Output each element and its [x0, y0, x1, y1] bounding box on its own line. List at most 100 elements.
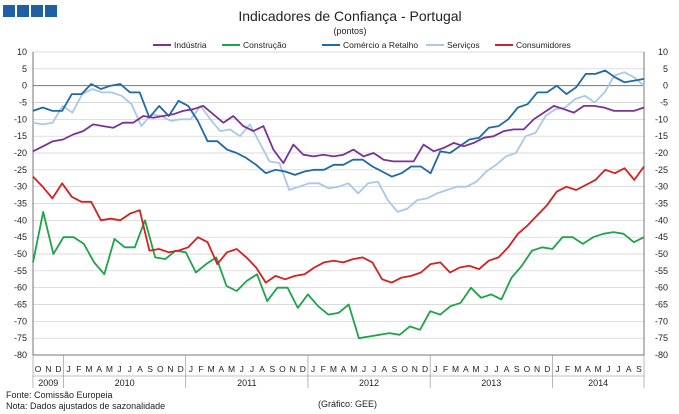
- legend-label-construcao: Construção: [243, 40, 287, 50]
- month-tick-label: S: [392, 364, 398, 374]
- y-tick-label-left: -10: [14, 114, 27, 124]
- y-tick-label-left: -55: [14, 266, 27, 276]
- y-tick-label-right: -25: [655, 165, 668, 175]
- y-tick-label-right: 0: [663, 81, 668, 91]
- y-tick-label-right: -35: [655, 199, 668, 209]
- y-tick-label-right: -70: [655, 316, 668, 326]
- year-label: 2010: [115, 378, 135, 388]
- month-tick-label: S: [636, 364, 642, 374]
- gee-logo: [3, 5, 57, 17]
- month-tick-label: J: [494, 364, 498, 374]
- y-tick-label-right: -20: [655, 148, 668, 158]
- month-tick-label: F: [198, 364, 203, 374]
- month-tick-label: J: [240, 364, 244, 374]
- y-tick-label-left: -60: [14, 283, 27, 293]
- month-tick-label: J: [372, 364, 376, 374]
- legend-label-comercio: Comércio a Retalho: [343, 40, 418, 50]
- month-tick-label: N: [45, 364, 51, 374]
- month-tick-label: J: [433, 364, 437, 374]
- month-tick-label: O: [279, 364, 286, 374]
- month-tick-label: A: [219, 364, 225, 374]
- legend-label-servicos: Serviços: [447, 40, 480, 50]
- month-tick-label: D: [55, 364, 61, 374]
- month-tick-label: F: [76, 364, 81, 374]
- month-tick-label: F: [443, 364, 448, 374]
- y-tick-label-left: -70: [14, 316, 27, 326]
- y-tick-label-right: -30: [655, 182, 668, 192]
- month-tick-label: M: [228, 364, 235, 374]
- month-tick-label: F: [321, 364, 326, 374]
- year-label: 2013: [481, 378, 501, 388]
- month-tick-label: S: [269, 364, 275, 374]
- month-tick-label: S: [147, 364, 153, 374]
- month-tick-label: N: [290, 364, 296, 374]
- month-tick-label: J: [67, 364, 71, 374]
- y-tick-label-right: -15: [655, 131, 668, 141]
- month-tick-label: D: [544, 364, 550, 374]
- month-tick-label: A: [259, 364, 265, 374]
- footer-credit: (Gráfico: GEE): [318, 399, 378, 409]
- month-tick-label: A: [463, 364, 469, 374]
- month-tick-label: M: [595, 364, 602, 374]
- series-line-construcao: [32, 210, 645, 340]
- y-tick-label-left: -40: [14, 215, 27, 225]
- month-tick-label: A: [585, 364, 591, 374]
- month-tick-label: M: [106, 364, 113, 374]
- month-tick-label: J: [555, 364, 559, 374]
- y-axis-right: 10 5 0 -5 -10 -15 -20 -25 -30 -35 -40 -45 -50 -55 -60 -…: [655, 47, 668, 360]
- y-tick-label-right: -80: [655, 350, 668, 360]
- y-tick-label-right: 10: [658, 47, 668, 57]
- month-tick-label: N: [167, 364, 173, 374]
- month-tick-label: O: [524, 364, 531, 374]
- y-tick-label-left: -80: [14, 350, 27, 360]
- month-tick-label: M: [330, 364, 337, 374]
- y-tick-label-right: -60: [655, 283, 668, 293]
- month-tick-label: M: [85, 364, 92, 374]
- logo-block-3: [31, 5, 43, 17]
- month-tick-label: J: [362, 364, 366, 374]
- y-tick-label-left: 10: [17, 47, 27, 57]
- chart-title: Indicadores de Confiança - Portugal: [238, 8, 461, 24]
- month-tick-label: A: [341, 364, 347, 374]
- series-line-industria: [32, 105, 645, 165]
- legend: Indústria Construção Comércio a Retalho Ser…: [153, 40, 571, 50]
- y-tick-label-left: -20: [14, 148, 27, 158]
- month-tick-label: A: [96, 364, 102, 374]
- month-tick-label: A: [137, 364, 143, 374]
- month-tick-label: J: [128, 364, 132, 374]
- month-tick-label: M: [452, 364, 459, 374]
- month-tick-label: M: [350, 364, 357, 374]
- year-label: 2011: [237, 378, 256, 388]
- month-tick-label: J: [606, 364, 610, 374]
- y-tick-label-left: -45: [14, 232, 27, 242]
- y-tick-label-left: -75: [14, 333, 27, 343]
- y-tick-label-left: 0: [22, 81, 27, 91]
- y-tick-label-left: -35: [14, 199, 27, 209]
- month-tick-label: J: [250, 364, 254, 374]
- logo-block-2: [17, 5, 29, 17]
- logo-block-4: [45, 5, 57, 17]
- series-lines: [32, 69, 645, 340]
- month-tick-label: A: [504, 364, 510, 374]
- y-tick-label-left: 5: [22, 64, 27, 74]
- month-tick-label: M: [574, 364, 581, 374]
- y-tick-label-right: -55: [655, 266, 668, 276]
- footer-source: Fonte: Comissão Europeia: [6, 390, 113, 400]
- y-tick-label-right: -5: [660, 98, 668, 108]
- month-tick-label: D: [178, 364, 184, 374]
- month-tick-label: D: [300, 364, 306, 374]
- month-tick-label: J: [311, 364, 315, 374]
- y-tick-label-right: -10: [655, 114, 668, 124]
- year-label: 2009: [38, 378, 58, 388]
- legend-label-industria: Indústria: [174, 40, 207, 50]
- legend-label-consumidores: Consumidores: [516, 40, 571, 50]
- footer-note: Nota: Dados ajustados de sazonalidade: [6, 401, 166, 411]
- y-tick-label-right: -50: [655, 249, 668, 259]
- month-tick-label: M: [472, 364, 479, 374]
- chart-subtitle: (pontos): [333, 26, 366, 36]
- y-tick-label-left: -50: [14, 249, 27, 259]
- month-tick-label: J: [189, 364, 193, 374]
- month-tick-label: J: [484, 364, 488, 374]
- y-tick-label-left: -15: [14, 131, 27, 141]
